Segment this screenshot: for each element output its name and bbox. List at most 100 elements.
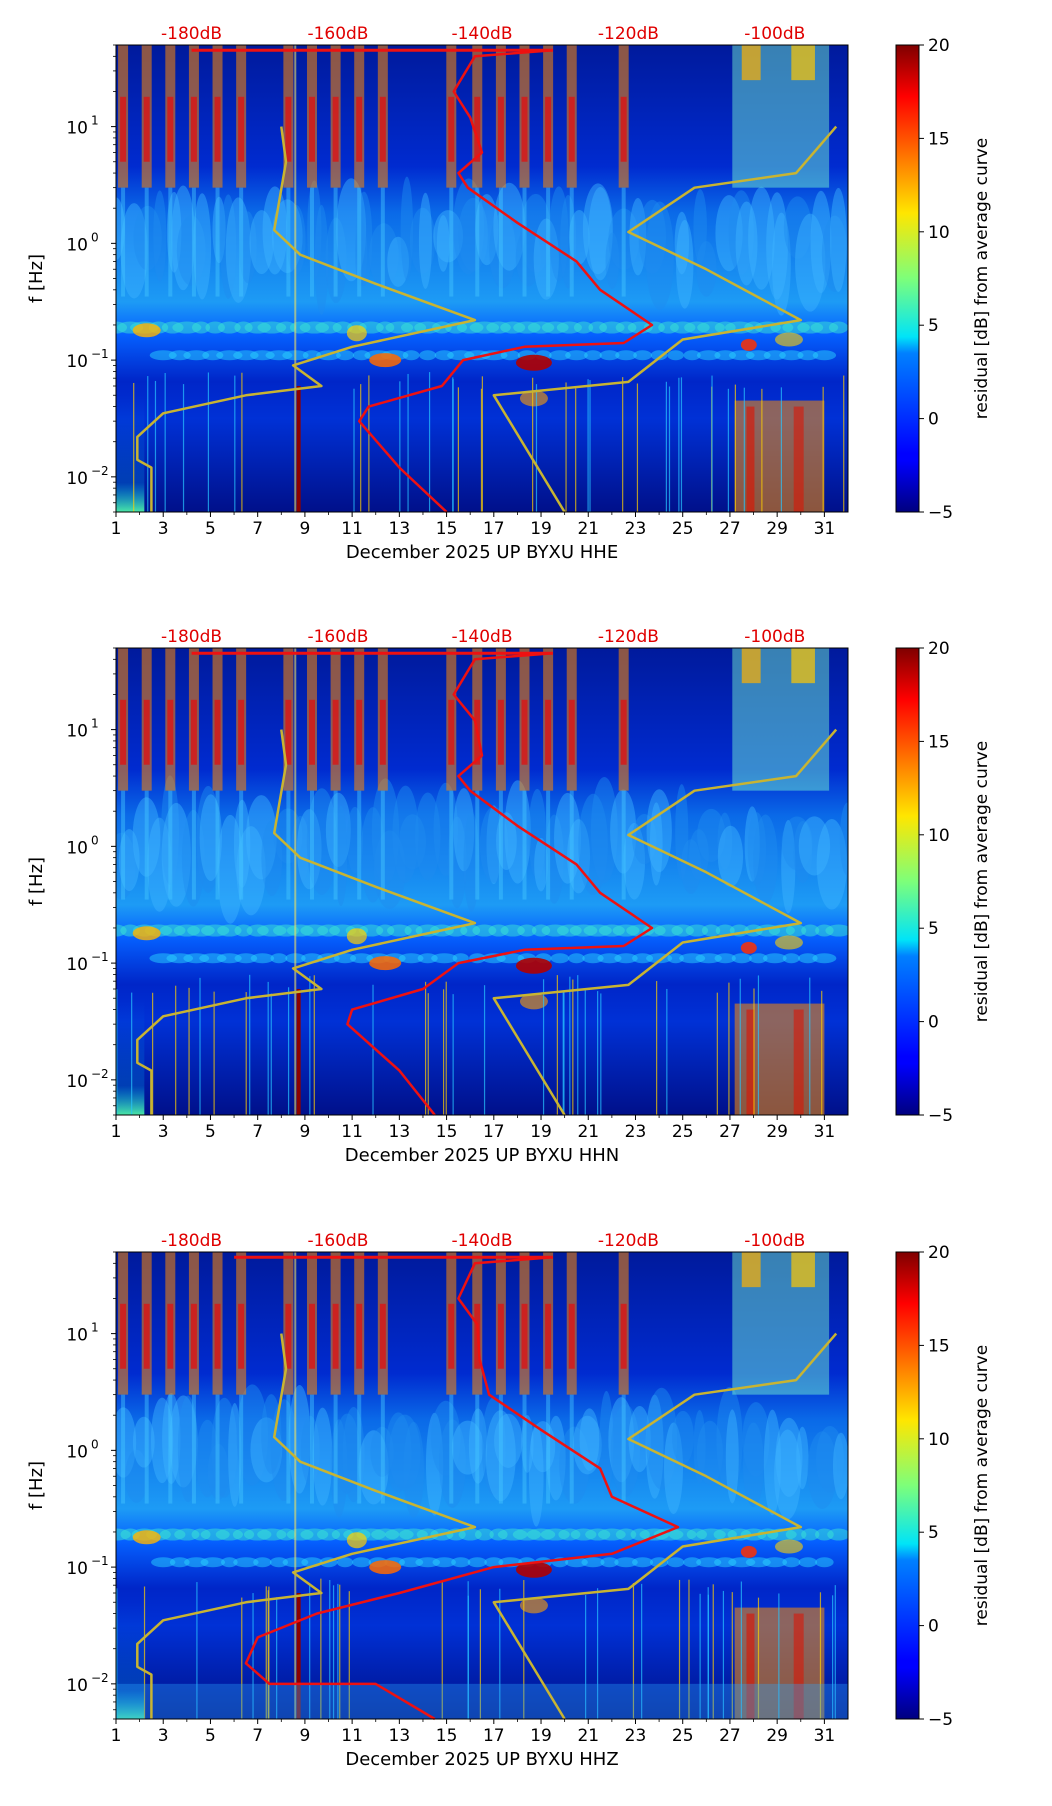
x-tick-label: 17 <box>483 1726 505 1746</box>
colorbar-tick-label: 0 <box>928 1617 939 1637</box>
x-tick-label: 9 <box>299 1122 310 1142</box>
db-scale-label: -140dB <box>451 627 512 647</box>
series-yellow-NLNM <box>136 1333 477 1719</box>
y-axis-label: f [Hz] <box>26 254 47 303</box>
series-yellow-NLNM <box>136 729 477 1115</box>
db-scale-label: -100dB <box>744 1231 805 1251</box>
colorbar-tick-label: 15 <box>928 732 950 752</box>
spectrogram-image <box>116 1252 848 1719</box>
colorbar-tick-label: 5 <box>928 919 939 939</box>
x-tick-label: 1 <box>111 1726 122 1746</box>
colorbar-tick-label: 5 <box>928 316 939 336</box>
colorbar-tick-label: 20 <box>928 1243 950 1263</box>
y-tick-label: 10 <box>66 1442 88 1462</box>
x-tick-label: 19 <box>530 1122 552 1142</box>
y-tick-label: 10 <box>66 838 88 858</box>
x-tick-label: 11 <box>341 1726 363 1746</box>
x-tick-label: 11 <box>341 1122 363 1142</box>
y-tick-label: 10 <box>66 1559 88 1579</box>
x-tick-label: 15 <box>436 1726 458 1746</box>
y-tick-label: 10 <box>66 352 88 372</box>
x-tick-label: 5 <box>205 519 216 539</box>
x-tick-label: 17 <box>483 519 505 539</box>
colorbar-label: residual [dB] from average curve <box>972 138 992 419</box>
x-tick-label: 1 <box>111 519 122 539</box>
y-tick-exponent: 0 <box>91 230 99 244</box>
y-tick-exponent: 0 <box>91 1437 99 1451</box>
y-tick-exponent: 0 <box>91 833 99 847</box>
x-tick-label: 27 <box>719 519 741 539</box>
colorbar-gradient <box>895 647 920 1116</box>
x-tick-label: 31 <box>814 1726 836 1746</box>
x-tick-label: 9 <box>299 1726 310 1746</box>
colorbar-tick-label: 10 <box>928 1430 950 1450</box>
x-tick-label: 13 <box>389 1726 411 1746</box>
db-scale-label: -180dB <box>161 24 222 44</box>
x-tick-label: 29 <box>766 1122 788 1142</box>
y-tick-label: 10 <box>66 1676 88 1696</box>
y-tick-exponent: 1 <box>91 1321 99 1335</box>
y-tick-exponent: −2 <box>91 464 109 478</box>
spectrogram-image <box>116 45 848 512</box>
x-tick-label: 5 <box>205 1726 216 1746</box>
colorbar-tick-label: 20 <box>928 639 950 659</box>
spectrogram-image <box>116 648 848 1115</box>
y-axis-label: f [Hz] <box>26 1461 47 1510</box>
series-yellow-NHNM <box>492 1332 838 1720</box>
y-tick-label: 10 <box>66 1326 88 1346</box>
x-tick-label: 29 <box>766 519 788 539</box>
series-red-median-curve <box>346 652 654 1116</box>
colorbar-gradient <box>895 44 920 513</box>
colorbar: −5 0 5 10 15 20 residual [dB] from average cur… <box>895 36 992 523</box>
db-scale-label: -180dB <box>161 627 222 647</box>
colorbar-tick-label: 15 <box>928 1336 950 1356</box>
x-tick-label: 21 <box>577 1122 599 1142</box>
x-tick-label: 3 <box>158 1122 169 1142</box>
colorbar-tick-label: −5 <box>928 1710 953 1730</box>
colorbar: −5 0 5 10 15 20 residual [dB] from average cur… <box>895 639 992 1126</box>
db-scale-label: -160dB <box>307 1231 368 1251</box>
x-tick-label: 15 <box>436 519 458 539</box>
colorbar-tick-label: 0 <box>928 1013 939 1033</box>
db-scale-label: -180dB <box>161 1231 222 1251</box>
x-tick-label: 3 <box>158 519 169 539</box>
x-tick-label: 25 <box>672 519 694 539</box>
x-tick-label: 1 <box>111 1122 122 1142</box>
colorbar-tick-label: 15 <box>928 129 950 149</box>
y-tick-label: 10 <box>66 469 88 489</box>
colorbar-tick-label: 5 <box>928 1523 939 1543</box>
y-tick-exponent: 1 <box>91 717 99 731</box>
x-tick-label: 15 <box>436 1122 458 1142</box>
db-scale-label: -120dB <box>598 1231 659 1251</box>
x-tick-label: 25 <box>672 1726 694 1746</box>
y-tick-label: 10 <box>66 119 88 139</box>
y-tick-exponent: −2 <box>91 1067 109 1081</box>
y-axis-label: f [Hz] <box>26 857 47 906</box>
series-yellow-NHNM <box>492 728 838 1116</box>
colorbar-tick-label: −5 <box>928 1106 953 1126</box>
x-tick-label: 23 <box>625 519 647 539</box>
x-tick-label: 13 <box>389 519 411 539</box>
series-red-median-curve <box>244 1256 680 1721</box>
colorbar-tick-label: 20 <box>928 36 950 56</box>
x-axis-label: December 2025 UP BYXU HHE <box>346 542 618 563</box>
db-scale-label: -140dB <box>451 1231 512 1251</box>
x-tick-label: 19 <box>530 519 552 539</box>
colorbar-label: residual [dB] from average curve <box>972 1345 992 1626</box>
y-tick-exponent: −1 <box>91 950 109 964</box>
x-tick-label: 23 <box>625 1726 647 1746</box>
y-tick-label: 10 <box>66 955 88 975</box>
db-scale-label: -160dB <box>307 627 368 647</box>
y-tick-label: 10 <box>66 722 88 742</box>
y-tick-exponent: −2 <box>91 1671 109 1685</box>
x-tick-label: 27 <box>719 1122 741 1142</box>
y-tick-exponent: −1 <box>91 347 109 361</box>
colorbar-gradient <box>895 1251 920 1720</box>
y-tick-label: 10 <box>66 1072 88 1092</box>
x-tick-label: 7 <box>252 1122 263 1142</box>
db-scale-label: -140dB <box>451 24 512 44</box>
series-yellow-NHNM <box>492 125 838 513</box>
